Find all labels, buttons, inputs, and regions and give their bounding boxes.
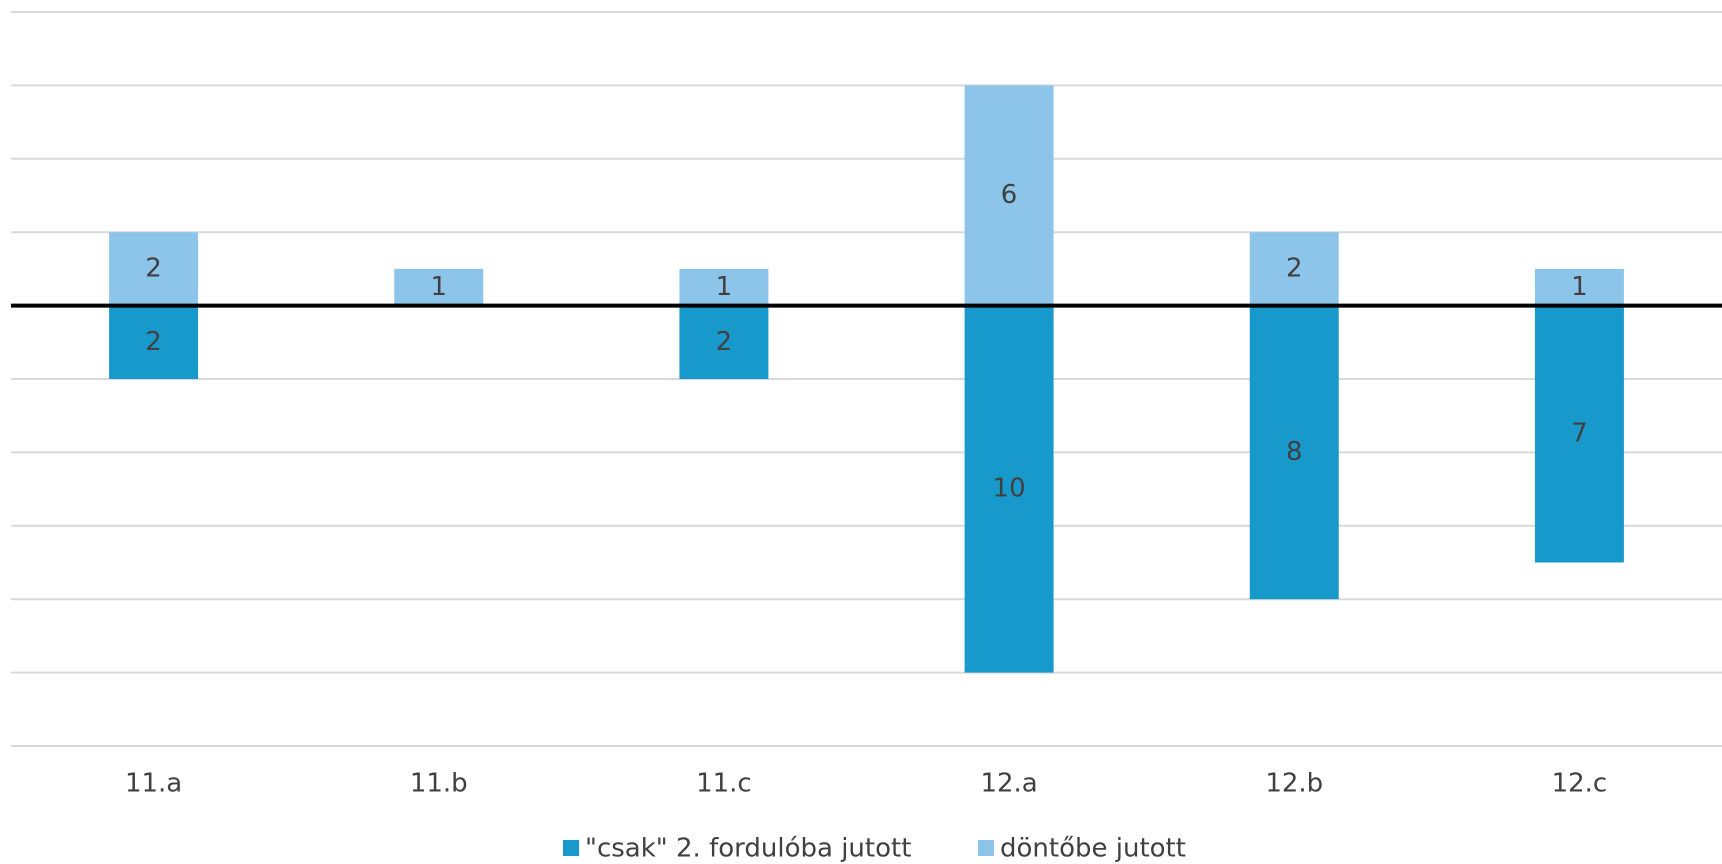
bar xyxy=(679,305,769,379)
data-label: 8 xyxy=(1286,437,1303,467)
x-tick-label: 11.a xyxy=(125,769,182,799)
data-label: 6 xyxy=(1001,180,1018,210)
bar xyxy=(1534,305,1624,563)
bar xyxy=(679,268,769,306)
legend-label: döntőbe jutott xyxy=(1000,834,1186,864)
data-label: 2 xyxy=(145,253,162,283)
bar xyxy=(964,305,1054,673)
legend-label: "csak" 2. fordulóba jutott xyxy=(585,834,911,864)
data-label: 2 xyxy=(1286,253,1303,283)
data-label: 1 xyxy=(716,272,733,302)
x-tick-label: 12.c xyxy=(1552,769,1608,799)
bar xyxy=(109,232,199,306)
bar xyxy=(109,305,199,379)
bar xyxy=(394,268,484,306)
legend-marker xyxy=(563,840,579,856)
data-label: 10 xyxy=(993,474,1026,504)
data-label: 1 xyxy=(1571,272,1588,302)
x-tick-label: 12.b xyxy=(1265,769,1323,799)
x-tick-label: 12.a xyxy=(980,769,1037,799)
x-tick-label: 11.b xyxy=(410,769,468,799)
data-label: 2 xyxy=(716,327,733,357)
bar xyxy=(1249,305,1339,600)
bar xyxy=(964,85,1054,306)
legend-marker xyxy=(978,840,994,856)
data-label: 7 xyxy=(1571,419,1588,449)
data-label: 1 xyxy=(430,272,447,302)
bar xyxy=(1534,268,1624,306)
x-tick-label: 11.c xyxy=(696,769,752,799)
data-label: 2 xyxy=(145,327,162,357)
bar xyxy=(1249,232,1339,306)
